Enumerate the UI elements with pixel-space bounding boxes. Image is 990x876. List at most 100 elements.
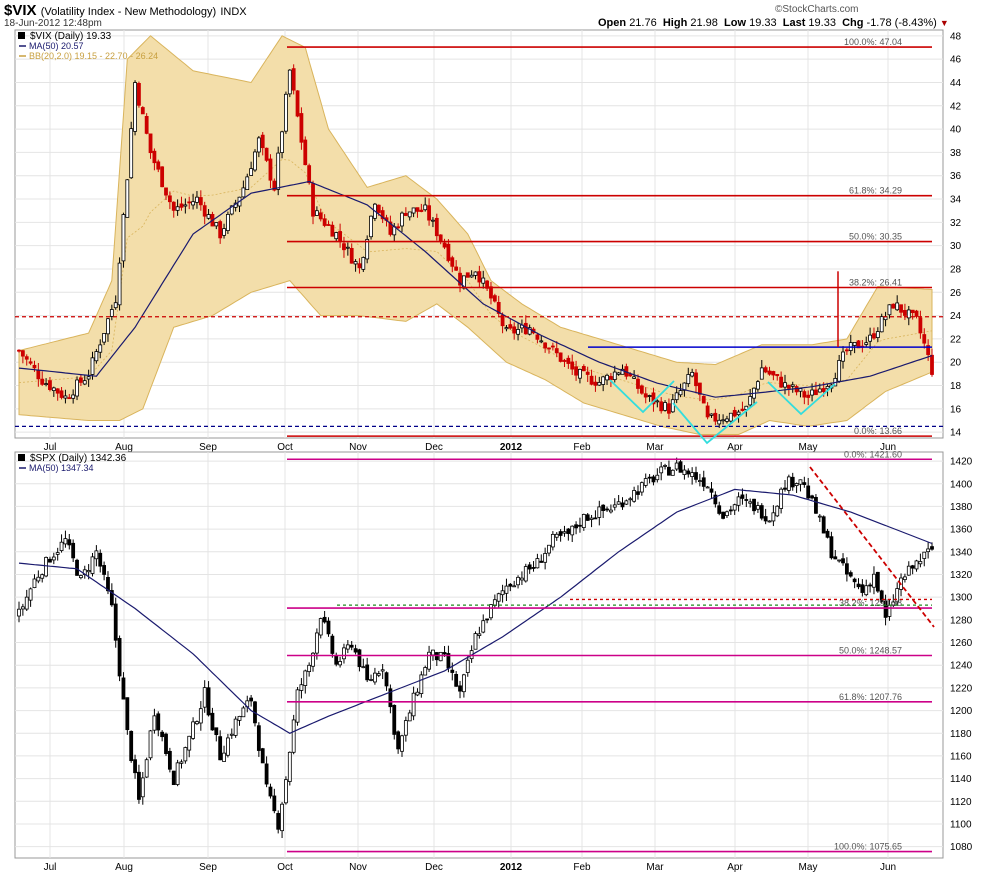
right-shoulder-marker [767,381,836,416]
candle-body [810,389,814,396]
candle-body [400,735,404,752]
candle-body [918,561,923,565]
candle-body [612,371,617,381]
x-tick-label: Nov [349,862,367,873]
candle-body [690,371,695,377]
candle-body [678,461,683,473]
candle-body [287,751,292,782]
candle-body [198,708,203,724]
candle-body [887,304,892,316]
candle-body [775,374,780,377]
candle-body [44,383,48,386]
candle-body [667,403,671,414]
candle-body [547,347,551,350]
candle-body [423,204,428,211]
candle-body [144,759,149,778]
candle-body [856,340,861,349]
candle-body [156,161,161,170]
candle-body [450,257,455,267]
plot-frame [14,29,944,439]
candle-body [864,342,869,345]
candle-body [670,469,675,476]
candle-body [164,733,168,754]
candle-body [40,378,45,385]
candle-body [620,502,625,508]
candle-body [516,329,520,335]
candle-body [357,263,362,269]
candle-body [469,274,474,278]
candle-body [647,476,652,479]
candle-body [206,687,211,716]
candle-body [609,509,613,513]
x-tick-label: Jul [44,862,57,873]
candle-body [736,496,741,506]
candle-body [365,664,370,681]
candle-body [593,517,598,520]
candle-body [477,271,482,283]
candle-body [763,367,768,373]
candle-body [674,392,679,401]
candle-body [117,262,122,306]
x-tick-label: Feb [573,442,591,453]
y-tick-label: 1160 [950,751,972,762]
fib-label: 61.8%: 1207.76 [839,692,902,702]
candle-body [903,576,907,580]
candle-body [152,150,157,164]
candle-body [601,504,606,511]
candle-body [36,576,41,582]
candle-body [697,480,702,483]
candle-body [427,651,431,670]
candle-body [113,603,118,641]
last-label: Last [782,17,806,29]
candle-body [291,68,296,91]
x-tick-label: Mar [646,442,664,453]
candle-body [771,512,776,522]
candle-body [388,688,393,708]
panel-marker-icon [18,32,25,39]
candle-body [187,735,192,751]
legend-entry: MA(50) 1347.34 [29,463,94,473]
candle-body [102,565,107,575]
candle-body [833,556,838,560]
candle-body [585,514,590,521]
y-tick-label: 22 [950,334,962,345]
candle-body [903,310,907,316]
candle-body [674,462,679,470]
candle-body [690,472,695,477]
candle-body [431,649,435,656]
candle-body [477,633,482,636]
candle-body [736,411,741,416]
x-tick-label: Sep [199,442,217,453]
candle-body [593,381,598,386]
y-tick-label: 1360 [950,525,973,536]
candle-body [280,131,284,153]
candle-body [721,511,725,519]
candle-body [930,354,934,375]
candle-body [330,224,335,237]
y-tick-label: 20 [950,358,962,369]
candle-body [280,803,284,832]
downtrend-line [809,466,935,628]
candle-body [458,685,462,692]
candle-body [28,361,33,364]
candle-body [191,201,195,206]
candle-body [527,564,532,570]
candle-body [605,374,609,381]
candle-body [705,486,710,489]
candle-body [125,179,130,218]
fib-label: 38.2%: 1290.38 [839,598,902,608]
candle-body [345,246,350,249]
candle-body [848,572,853,577]
candle-body [369,679,373,681]
candle-body [879,590,884,602]
candle-body [256,725,261,751]
candle-body [558,352,563,362]
candle-body [585,371,590,375]
candle-body [44,556,48,577]
candle-body [295,689,300,723]
candle-body [338,231,342,242]
candle-body [214,222,219,227]
candle-body [272,795,277,812]
candle-body [496,301,501,314]
candle-body [55,388,60,394]
